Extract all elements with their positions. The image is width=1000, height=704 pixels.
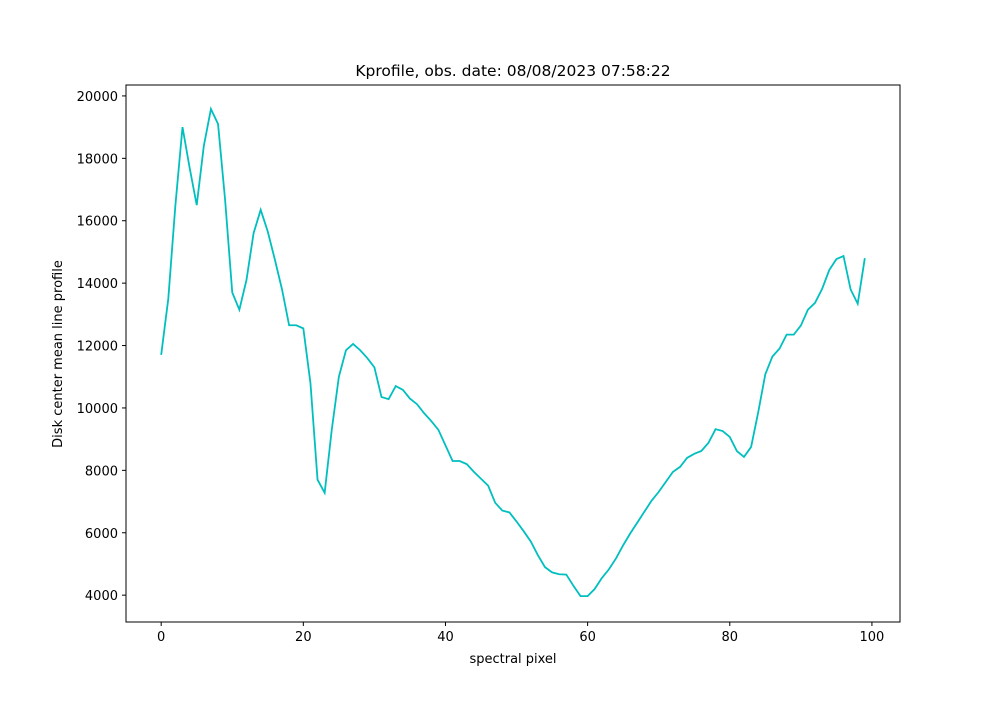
x-tick-label: 100 (860, 630, 885, 645)
y-tick-label: 18000 (77, 152, 118, 167)
x-tick-label: 40 (437, 630, 454, 645)
y-tick-label: 4000 (85, 589, 118, 604)
x-axis-label: spectral pixel (469, 652, 556, 667)
chart-title: Kprofile, obs. date: 08/08/2023 07:58:22 (355, 62, 670, 80)
x-tick-label: 20 (295, 630, 312, 645)
y-tick-label: 20000 (77, 90, 118, 105)
data-line (160, 106, 866, 598)
x-tick-label: 80 (722, 630, 739, 645)
y-tick-label: 8000 (85, 464, 118, 479)
y-tick-label: 16000 (77, 215, 118, 230)
y-axis-label: Disk center mean line profile (51, 260, 66, 448)
y-tick-label: 10000 (77, 402, 118, 417)
y-tick-label: 14000 (77, 277, 118, 292)
plot-frame (125, 84, 901, 623)
y-tick-label: 12000 (77, 340, 118, 355)
x-tick-label: 60 (579, 630, 596, 645)
x-tick-label: 0 (157, 630, 165, 645)
y-tick-label: 6000 (85, 527, 118, 542)
